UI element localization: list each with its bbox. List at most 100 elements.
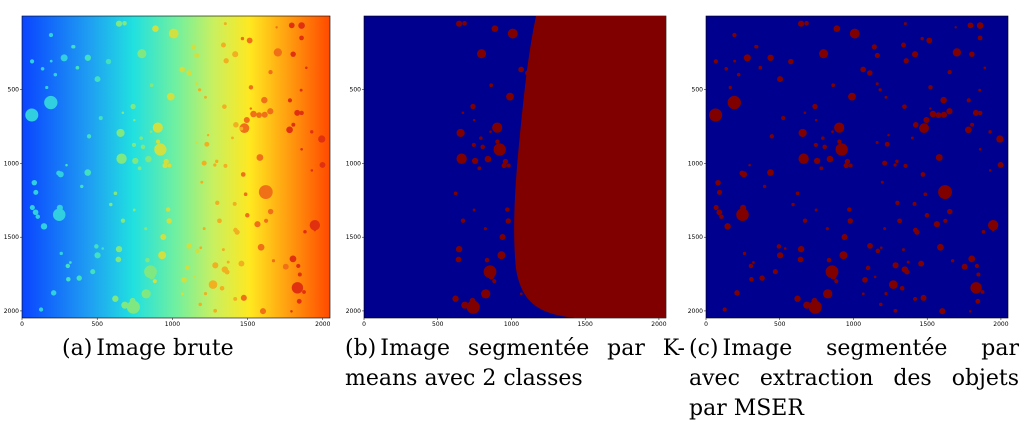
- object-blob: [455, 245, 463, 253]
- object-blob: [892, 262, 899, 269]
- object-blob: [525, 70, 531, 76]
- object-blob: [268, 69, 273, 75]
- object-blob: [860, 66, 866, 73]
- object-blob: [996, 135, 1004, 143]
- object-blob: [202, 227, 206, 231]
- object-blob: [974, 263, 979, 269]
- x-tick-label: 0: [704, 321, 708, 328]
- object-blob: [791, 202, 795, 207]
- object-blob: [461, 301, 469, 309]
- object-blob: [215, 200, 220, 205]
- object-blob: [961, 263, 968, 270]
- object-blob: [223, 22, 227, 26]
- object-blob: [86, 134, 92, 139]
- object-blob: [954, 26, 957, 29]
- object-blob: [492, 122, 503, 133]
- object-blob: [84, 54, 92, 61]
- object-blob: [950, 259, 955, 263]
- object-blob: [733, 59, 737, 63]
- object-blob: [158, 251, 167, 260]
- object-blob: [878, 88, 882, 92]
- object-blob: [825, 227, 829, 231]
- object-blob: [937, 243, 944, 251]
- object-blob: [163, 158, 169, 165]
- object-blob: [201, 160, 207, 166]
- object-blob: [924, 213, 930, 218]
- object-blob: [94, 76, 101, 83]
- object-blob: [946, 108, 953, 115]
- object-blob: [302, 290, 306, 294]
- object-blob: [48, 32, 54, 38]
- object-blob: [968, 255, 976, 263]
- object-blob: [130, 103, 136, 110]
- object-blob: [903, 22, 907, 26]
- object-blob: [179, 66, 186, 73]
- object-blob: [713, 59, 718, 64]
- object-blob: [165, 207, 171, 212]
- object-blob: [203, 292, 208, 296]
- x-tick-label: 2000: [315, 321, 330, 328]
- y-tick-label: 1500: [688, 234, 703, 241]
- object-blob: [822, 144, 827, 150]
- object-blob: [40, 223, 48, 230]
- object-blob: [849, 28, 860, 39]
- object-blob: [991, 228, 995, 232]
- object-blob: [882, 160, 888, 166]
- object-blob: [162, 162, 168, 169]
- object-blob: [137, 166, 142, 171]
- object-blob: [297, 272, 302, 277]
- object-blob: [168, 28, 179, 39]
- object-blob: [40, 67, 45, 71]
- object-blob: [133, 118, 136, 122]
- object-blob: [903, 58, 909, 64]
- object-blob: [811, 297, 818, 304]
- object-blob: [221, 266, 228, 273]
- object-blob: [59, 251, 63, 256]
- object-blob: [477, 166, 482, 171]
- object-blob: [798, 128, 807, 138]
- object-blob: [505, 218, 511, 224]
- object-blob: [823, 289, 833, 299]
- object-blob: [491, 25, 499, 32]
- object-blob: [222, 104, 227, 109]
- object-blob: [455, 256, 462, 263]
- object-blob: [137, 49, 147, 59]
- object-blob: [484, 257, 490, 263]
- object-blob: [839, 251, 848, 260]
- object-blob: [777, 76, 784, 83]
- object-blob: [968, 310, 972, 313]
- object-blob: [812, 103, 818, 110]
- object-blob: [947, 69, 952, 75]
- object-blob: [940, 111, 947, 118]
- object-blob: [834, 279, 839, 284]
- object-blob: [923, 116, 930, 123]
- x-tick-label: 1000: [165, 321, 180, 328]
- object-blob: [976, 272, 981, 277]
- object-blob: [861, 292, 865, 296]
- object-blob: [461, 111, 465, 114]
- object-blob: [976, 22, 984, 29]
- object-blob: [874, 52, 880, 59]
- object-blob: [294, 109, 301, 116]
- object-blob: [213, 163, 217, 167]
- object-blob: [724, 223, 731, 230]
- object-blob: [834, 122, 845, 133]
- object-blob: [826, 257, 832, 263]
- object-blob: [299, 35, 304, 41]
- object-blob: [819, 166, 824, 171]
- object-blob: [471, 142, 476, 147]
- y-tick-label: 2000: [346, 308, 361, 315]
- object-blob: [739, 170, 745, 176]
- object-blob: [129, 297, 136, 304]
- object-blob: [919, 123, 929, 134]
- object-blob: [480, 144, 485, 150]
- object-blob: [126, 300, 140, 314]
- object-blob: [132, 157, 139, 165]
- object-blob: [728, 85, 732, 90]
- x-tick-label: 500: [432, 321, 444, 328]
- object-blob: [120, 218, 126, 223]
- object-blob: [873, 275, 877, 279]
- x-tick-label: 500: [774, 321, 786, 328]
- object-blob: [862, 277, 868, 283]
- object-blob: [76, 275, 82, 281]
